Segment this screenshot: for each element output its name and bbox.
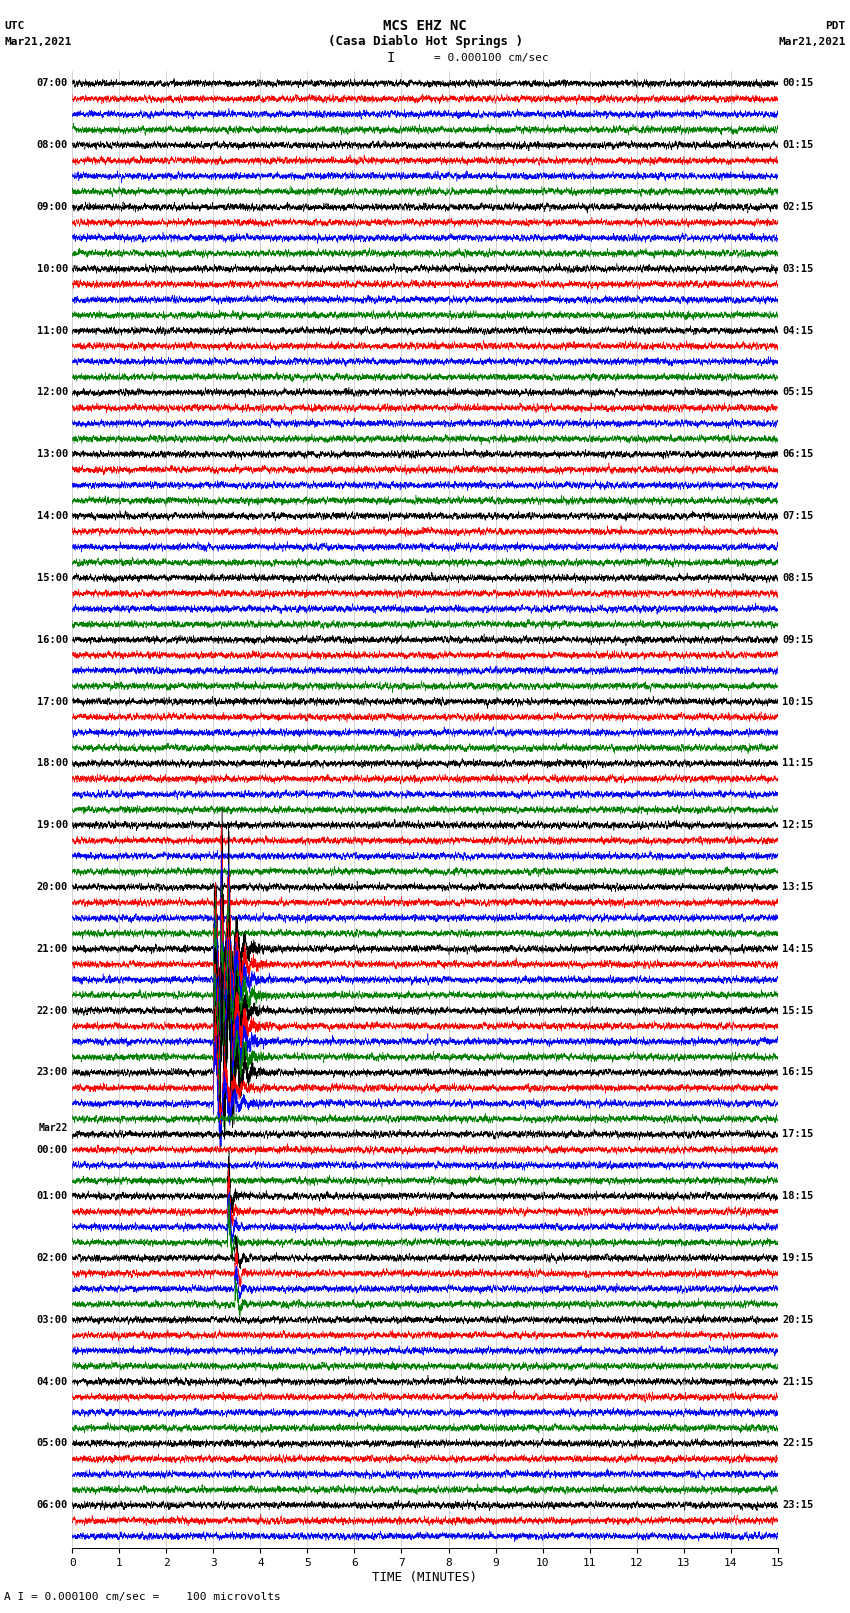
Text: 04:15: 04:15 [782,326,813,336]
Text: 18:00: 18:00 [37,758,68,768]
Text: 05:00: 05:00 [37,1439,68,1448]
Text: 00:00: 00:00 [37,1145,68,1155]
Text: 11:00: 11:00 [37,326,68,336]
Text: 12:00: 12:00 [37,387,68,397]
Text: 13:00: 13:00 [37,450,68,460]
Text: 16:00: 16:00 [37,636,68,645]
Text: 09:00: 09:00 [37,202,68,211]
Text: A I = 0.000100 cm/sec =    100 microvolts: A I = 0.000100 cm/sec = 100 microvolts [4,1592,281,1602]
Text: 02:15: 02:15 [782,202,813,211]
Text: 10:15: 10:15 [782,697,813,706]
Text: 23:00: 23:00 [37,1068,68,1077]
Text: 21:15: 21:15 [782,1376,813,1387]
Text: PDT: PDT [825,21,846,31]
Text: 19:00: 19:00 [37,819,68,831]
Text: 12:15: 12:15 [782,819,813,831]
Text: 04:00: 04:00 [37,1376,68,1387]
Text: 07:15: 07:15 [782,511,813,521]
Text: 23:15: 23:15 [782,1500,813,1510]
X-axis label: TIME (MINUTES): TIME (MINUTES) [372,1571,478,1584]
Text: 22:15: 22:15 [782,1439,813,1448]
Text: 08:00: 08:00 [37,140,68,150]
Text: 15:15: 15:15 [782,1005,813,1016]
Text: 16:15: 16:15 [782,1068,813,1077]
Text: = 0.000100 cm/sec: = 0.000100 cm/sec [434,53,548,63]
Text: 06:15: 06:15 [782,450,813,460]
Text: (Casa Diablo Hot Springs ): (Casa Diablo Hot Springs ) [327,35,523,48]
Text: 14:15: 14:15 [782,944,813,953]
Text: 07:00: 07:00 [37,79,68,89]
Text: 03:15: 03:15 [782,265,813,274]
Text: I: I [387,52,395,65]
Text: 08:15: 08:15 [782,573,813,582]
Text: Mar21,2021: Mar21,2021 [4,37,71,47]
Text: 18:15: 18:15 [782,1190,813,1202]
Text: 15:00: 15:00 [37,573,68,582]
Text: 06:00: 06:00 [37,1500,68,1510]
Text: 19:15: 19:15 [782,1253,813,1263]
Text: Mar22: Mar22 [38,1123,68,1132]
Text: 20:15: 20:15 [782,1315,813,1324]
Text: 22:00: 22:00 [37,1005,68,1016]
Text: 01:15: 01:15 [782,140,813,150]
Text: 02:00: 02:00 [37,1253,68,1263]
Text: 11:15: 11:15 [782,758,813,768]
Text: 05:15: 05:15 [782,387,813,397]
Text: 14:00: 14:00 [37,511,68,521]
Text: Mar21,2021: Mar21,2021 [779,37,846,47]
Text: 09:15: 09:15 [782,636,813,645]
Text: UTC: UTC [4,21,25,31]
Text: 03:00: 03:00 [37,1315,68,1324]
Text: MCS EHZ NC: MCS EHZ NC [383,19,467,32]
Text: 17:15: 17:15 [782,1129,813,1139]
Text: 21:00: 21:00 [37,944,68,953]
Text: 17:00: 17:00 [37,697,68,706]
Text: 13:15: 13:15 [782,882,813,892]
Text: 10:00: 10:00 [37,265,68,274]
Text: 00:15: 00:15 [782,79,813,89]
Text: 01:00: 01:00 [37,1190,68,1202]
Text: 20:00: 20:00 [37,882,68,892]
